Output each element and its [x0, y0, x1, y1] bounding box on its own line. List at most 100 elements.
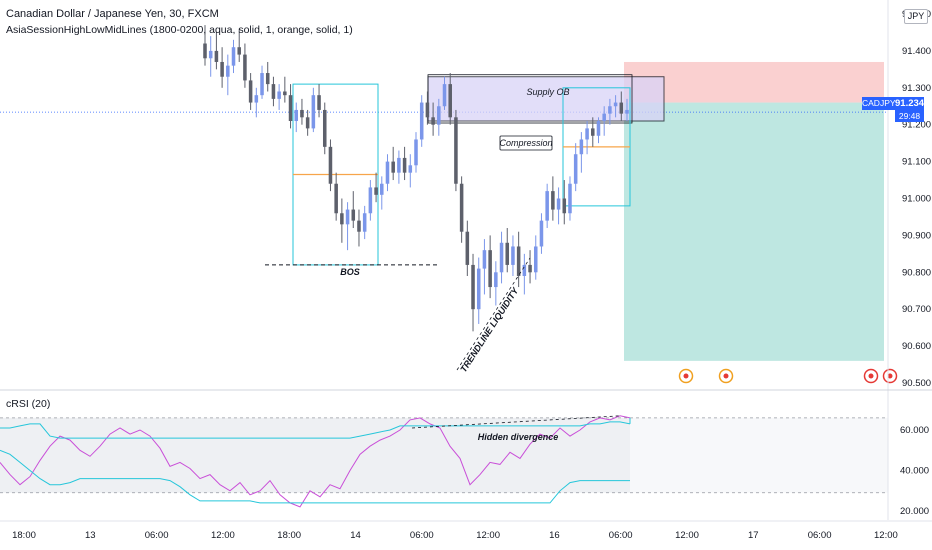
candle-body: [391, 161, 395, 173]
candle-body: [248, 80, 253, 103]
price-tick-label: 90.600: [902, 341, 931, 352]
bos-label: BOS: [340, 267, 360, 277]
candle-body: [459, 183, 464, 232]
candle-body: [437, 106, 441, 125]
candle-body: [260, 73, 264, 96]
candle-body: [277, 91, 281, 99]
price-tag-symbol: CADJPY: [862, 97, 896, 110]
candle-body: [596, 121, 601, 136]
candle-body: [505, 242, 510, 265]
candle-body: [425, 102, 430, 118]
candle-body: [465, 231, 470, 265]
candle-body: [431, 117, 435, 125]
currency-badge[interactable]: JPY: [904, 9, 928, 24]
candle-body: [625, 109, 629, 114]
candle-body: [214, 50, 219, 62]
candle-body: [476, 268, 481, 310]
chart-title: Canadian Dollar / Japanese Yen, 30, FXCM: [6, 8, 219, 20]
take-profit-zone: [624, 102, 884, 361]
price-tag-value: 91.234: [895, 97, 925, 110]
candle-body: [613, 102, 618, 107]
candle-body: [573, 154, 578, 184]
economic-event-dot: [683, 373, 689, 379]
price-tick-label: 90.700: [902, 304, 931, 315]
candle-body: [294, 109, 299, 122]
candle-body: [397, 157, 401, 173]
candle-body: [334, 183, 338, 214]
price-tick-label: 91.200: [902, 120, 931, 131]
candle-body: [357, 220, 361, 232]
candle-body: [448, 84, 452, 118]
time-tick-label: 12:00: [874, 530, 898, 541]
candle-body: [414, 139, 418, 166]
supply-ob-box: [427, 76, 665, 122]
candle-body: [551, 191, 555, 210]
candle-body: [288, 95, 293, 122]
candle-body: [482, 250, 487, 269]
crsi-line: [0, 415, 631, 508]
hidden-divergence-label: Hidden divergence: [478, 432, 559, 442]
candle-body: [602, 113, 606, 122]
candle-body: [305, 117, 310, 129]
candle-body: [562, 198, 567, 214]
trendline-liquidity-label: TRENDLINE LIQUIDITY: [458, 285, 521, 374]
candle-body: [568, 183, 572, 214]
candle-body: [243, 54, 247, 81]
crsi-tick-label: 20.000: [900, 506, 929, 517]
compression-label-box: [499, 135, 553, 151]
candle-body: [328, 146, 333, 184]
crsi-band-fill: [0, 417, 630, 493]
crsi-legend[interactable]: cRSI (20): [6, 398, 51, 410]
candle-body: [220, 61, 224, 77]
candle-body: [402, 157, 407, 173]
price-tag-countdown: 29:48: [895, 110, 924, 122]
candle-body: [322, 109, 327, 147]
candle-body: [385, 161, 390, 184]
time-tick-label: 12:00: [675, 530, 699, 541]
candle-body: [208, 50, 213, 59]
time-tick-label: 06:00: [410, 530, 434, 541]
price-tick-label: 91.000: [902, 194, 931, 205]
economic-event-dot: [723, 373, 729, 379]
economic-event-dot: [868, 373, 874, 379]
candle-body: [511, 246, 515, 265]
hidden-divergence-line: [411, 415, 621, 429]
time-tick-label: 16: [549, 530, 560, 541]
indicator-legend[interactable]: AsiaSessionHighLowMidLines (1800-0200, a…: [6, 24, 353, 36]
candle-body: [591, 128, 595, 136]
candle-body: [283, 91, 287, 96]
price-tick-label: 91.300: [902, 83, 931, 94]
crsi-tick-label: 40.000: [900, 466, 929, 477]
crsi-lower-band: [0, 449, 630, 504]
candle-body: [374, 187, 378, 195]
price-tick-label: 90.500: [902, 378, 931, 389]
candle-body: [488, 250, 492, 288]
crsi-oscillator: Hidden divergence: [0, 415, 888, 508]
candle-body: [340, 213, 344, 225]
candlestick-series: [203, 25, 629, 332]
candle-body: [362, 213, 367, 232]
candle-body: [317, 95, 321, 110]
candle-body: [271, 84, 276, 99]
candle-body: [539, 220, 544, 247]
crsi-tick-label: 60.000: [900, 425, 929, 436]
candle-body: [619, 102, 624, 114]
candle-body: [522, 264, 527, 276]
candle-body: [368, 187, 373, 214]
candle-body: [545, 191, 549, 221]
time-tick-label: 12:00: [476, 530, 500, 541]
time-tick-label: 06:00: [609, 530, 633, 541]
last-price-tag: CADJPY 91.234 29:48: [862, 97, 924, 123]
candle-body: [345, 209, 350, 225]
position-zones: [0, 61, 888, 361]
candle-body: [231, 47, 236, 66]
crsi-band-fill-future: [630, 417, 888, 493]
candle-body: [265, 73, 270, 85]
candle-body: [533, 246, 538, 273]
price-tick-label: 91.400: [902, 46, 931, 57]
candle-body: [237, 47, 241, 55]
price-tick-label: 91.100: [902, 157, 931, 168]
supply-ob-inner-box: [427, 74, 633, 124]
